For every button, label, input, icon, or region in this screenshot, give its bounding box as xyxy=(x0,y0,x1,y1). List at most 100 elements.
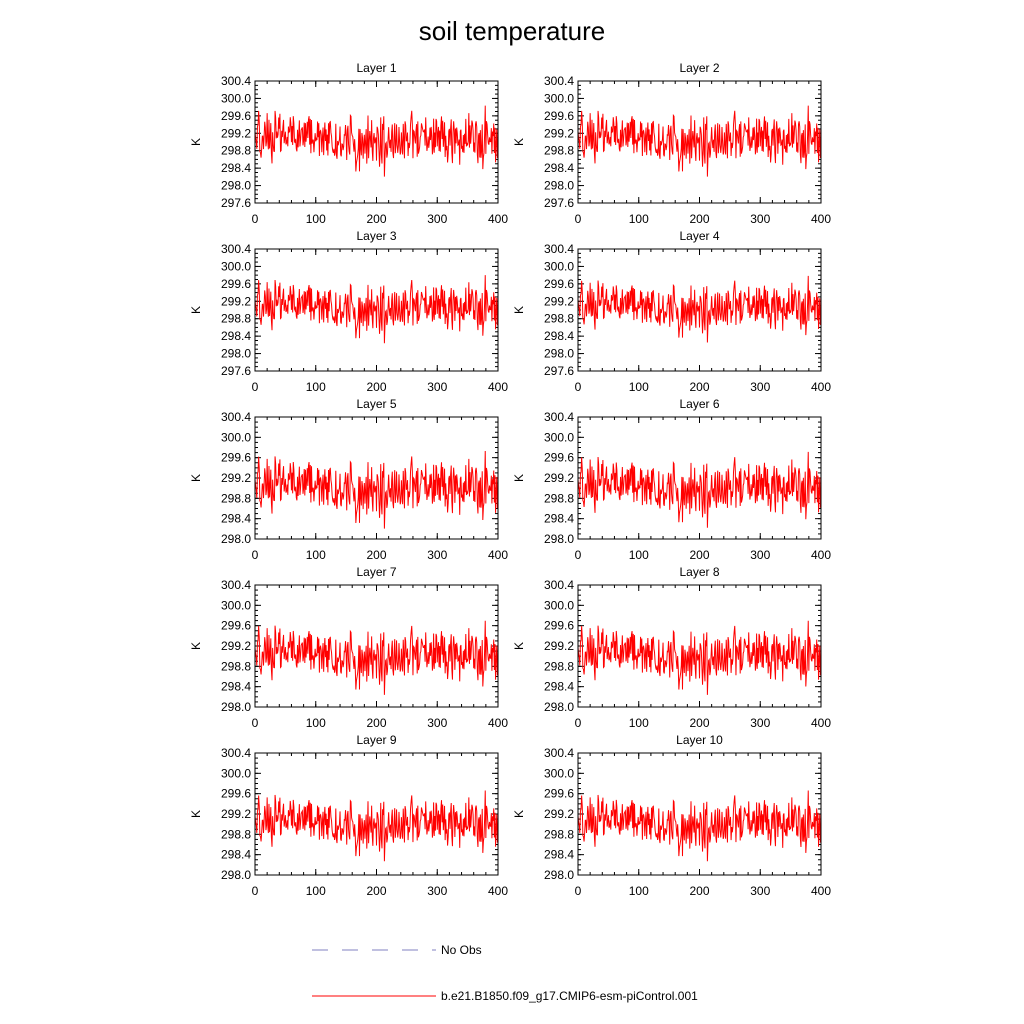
y-tick-label: 300.4 xyxy=(544,242,574,256)
panel-title: Layer 10 xyxy=(676,733,723,747)
x-tick-label: 0 xyxy=(575,884,582,898)
y-axis-label: K xyxy=(189,474,203,482)
y-tick-label: 300.4 xyxy=(221,74,251,88)
panel-layer-2: Layer 2 K 297.6 298.0 298.4 298.8 299.2 299.6 30… xyxy=(512,61,831,226)
y-tick-label: 298.4 xyxy=(544,329,574,343)
plot-frame xyxy=(577,752,822,876)
legend-no-obs-label: No Obs xyxy=(441,943,482,957)
y-tick-label: 298.4 xyxy=(544,680,574,694)
x-tick-label: 400 xyxy=(811,212,831,226)
x-tick-label: 200 xyxy=(689,380,709,394)
x-tick-label: 0 xyxy=(575,380,582,394)
y-tick-label: 298.4 xyxy=(221,512,251,526)
series-line xyxy=(254,790,499,862)
y-tick-label: 300.4 xyxy=(544,410,574,424)
x-tick-label: 300 xyxy=(750,548,770,562)
x-tick-label: 0 xyxy=(575,716,582,730)
plot-frame xyxy=(254,584,499,708)
x-tick-label: 200 xyxy=(689,884,709,898)
x-tick-label: 100 xyxy=(306,884,326,898)
x-tick-label: 100 xyxy=(629,380,649,394)
panel-layer-1: Layer 1 K 297.6 298.0 298.4 298.8 299.2 299.6 30… xyxy=(189,61,508,226)
plot-frame xyxy=(254,752,499,876)
y-tick-label: 298.0 xyxy=(221,179,251,193)
x-tick-label: 200 xyxy=(689,548,709,562)
y-axis-label: K xyxy=(512,138,526,146)
x-tick-label: 0 xyxy=(575,548,582,562)
x-tick-label: 0 xyxy=(575,212,582,226)
plot-frame xyxy=(577,80,822,204)
x-tick-label: 100 xyxy=(629,716,649,730)
y-tick-label: 298.8 xyxy=(221,491,251,505)
y-tick-label: 299.6 xyxy=(221,619,251,633)
x-tick-label: 100 xyxy=(306,548,326,562)
x-tick-label: 100 xyxy=(306,380,326,394)
plot-frame xyxy=(577,416,822,540)
plot-frame xyxy=(254,80,499,204)
y-tick-label: 300.4 xyxy=(221,578,251,592)
y-tick-label: 297.6 xyxy=(221,364,251,378)
panel-layer-9: Layer 9 K 298.0 298.4 298.8 299.2 299.6 300.0 30… xyxy=(189,733,508,898)
y-tick-label: 298.8 xyxy=(221,312,251,326)
plot-frame xyxy=(577,248,822,372)
y-tick-label: 299.6 xyxy=(544,787,574,801)
x-tick-label: 300 xyxy=(750,884,770,898)
x-tick-label: 300 xyxy=(750,716,770,730)
y-tick-label: 299.2 xyxy=(544,126,574,140)
x-tick-label: 0 xyxy=(252,884,259,898)
panel-title: Layer 4 xyxy=(679,229,719,243)
x-tick-label: 200 xyxy=(366,380,386,394)
x-tick-label: 100 xyxy=(306,212,326,226)
x-tick-label: 300 xyxy=(427,548,447,562)
y-tick-label: 298.0 xyxy=(544,179,574,193)
x-tick-label: 200 xyxy=(366,548,386,562)
x-tick-label: 400 xyxy=(811,716,831,730)
panel-title: Layer 6 xyxy=(679,397,719,411)
y-tick-label: 299.2 xyxy=(544,471,574,485)
y-tick-label: 298.0 xyxy=(544,868,574,882)
chart-title: soil temperature xyxy=(419,16,605,46)
y-tick-label: 300.4 xyxy=(221,242,251,256)
y-tick-label: 298.8 xyxy=(221,144,251,158)
series-line xyxy=(577,451,822,528)
y-tick-label: 299.2 xyxy=(221,294,251,308)
x-tick-label: 400 xyxy=(488,716,508,730)
x-tick-label: 100 xyxy=(306,716,326,730)
series-line xyxy=(577,790,822,862)
y-tick-label: 299.6 xyxy=(221,109,251,123)
y-tick-label: 298.8 xyxy=(544,659,574,673)
panel-layer-7: Layer 7 K 298.0 298.4 298.8 299.2 299.6 300.0 30… xyxy=(189,565,508,730)
y-axis-label: K xyxy=(189,306,203,314)
y-tick-label: 298.8 xyxy=(544,144,574,158)
y-tick-label: 299.6 xyxy=(544,277,574,291)
x-tick-label: 200 xyxy=(689,212,709,226)
y-tick-label: 300.0 xyxy=(544,430,574,444)
y-tick-label: 299.2 xyxy=(544,294,574,308)
y-tick-label: 300.0 xyxy=(544,766,574,780)
y-axis-label: K xyxy=(512,810,526,818)
x-tick-label: 400 xyxy=(488,548,508,562)
series-line xyxy=(254,450,499,529)
series-line xyxy=(254,105,499,177)
y-tick-label: 298.0 xyxy=(544,532,574,546)
x-tick-label: 100 xyxy=(629,548,649,562)
y-tick-label: 298.8 xyxy=(544,827,574,841)
x-tick-label: 400 xyxy=(488,380,508,394)
y-tick-label: 298.8 xyxy=(544,491,574,505)
y-tick-label: 298.4 xyxy=(221,680,251,694)
x-tick-label: 300 xyxy=(427,716,447,730)
panel-layer-5: Layer 5 K 298.0 298.4 298.8 299.2 299.6 300.0 30… xyxy=(189,397,508,562)
x-tick-label: 400 xyxy=(488,212,508,226)
y-tick-label: 298.0 xyxy=(544,347,574,361)
y-axis-label: K xyxy=(512,474,526,482)
x-tick-label: 300 xyxy=(427,884,447,898)
legend: No Obs b.e21.B1850.f09_g17.CMIP6-esm-piC… xyxy=(312,943,698,1003)
x-tick-label: 300 xyxy=(427,212,447,226)
x-tick-label: 400 xyxy=(811,548,831,562)
y-tick-label: 299.6 xyxy=(544,109,574,123)
x-tick-label: 200 xyxy=(366,884,386,898)
y-tick-label: 299.6 xyxy=(221,277,251,291)
y-tick-label: 298.0 xyxy=(221,868,251,882)
y-tick-label: 298.4 xyxy=(544,848,574,862)
